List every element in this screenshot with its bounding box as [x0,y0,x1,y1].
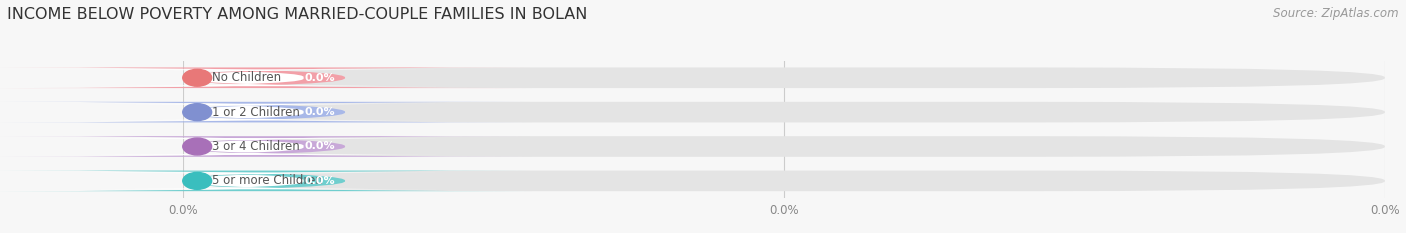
Text: 3 or 4 Children: 3 or 4 Children [212,140,299,153]
FancyBboxPatch shape [0,136,531,157]
Text: 0.0%: 0.0% [305,176,336,186]
Text: 0.0%: 0.0% [305,73,336,83]
Text: 5 or more Children: 5 or more Children [212,174,322,187]
FancyBboxPatch shape [39,138,454,155]
Text: 0.0%: 0.0% [305,141,336,151]
FancyBboxPatch shape [0,171,531,191]
FancyBboxPatch shape [39,172,454,189]
Text: 1 or 2 Children: 1 or 2 Children [212,106,299,119]
FancyBboxPatch shape [39,69,454,86]
FancyBboxPatch shape [183,68,1385,88]
Ellipse shape [183,104,212,121]
Ellipse shape [183,69,212,86]
FancyBboxPatch shape [183,136,1385,157]
FancyBboxPatch shape [0,68,531,88]
Text: 0.0%: 0.0% [305,107,336,117]
FancyBboxPatch shape [0,102,531,123]
Ellipse shape [183,172,212,189]
Text: No Children: No Children [212,71,281,84]
Text: Source: ZipAtlas.com: Source: ZipAtlas.com [1274,7,1399,20]
FancyBboxPatch shape [183,102,1385,123]
FancyBboxPatch shape [183,171,1385,191]
FancyBboxPatch shape [39,104,454,121]
Ellipse shape [183,138,212,155]
Text: INCOME BELOW POVERTY AMONG MARRIED-COUPLE FAMILIES IN BOLAN: INCOME BELOW POVERTY AMONG MARRIED-COUPL… [7,7,588,22]
